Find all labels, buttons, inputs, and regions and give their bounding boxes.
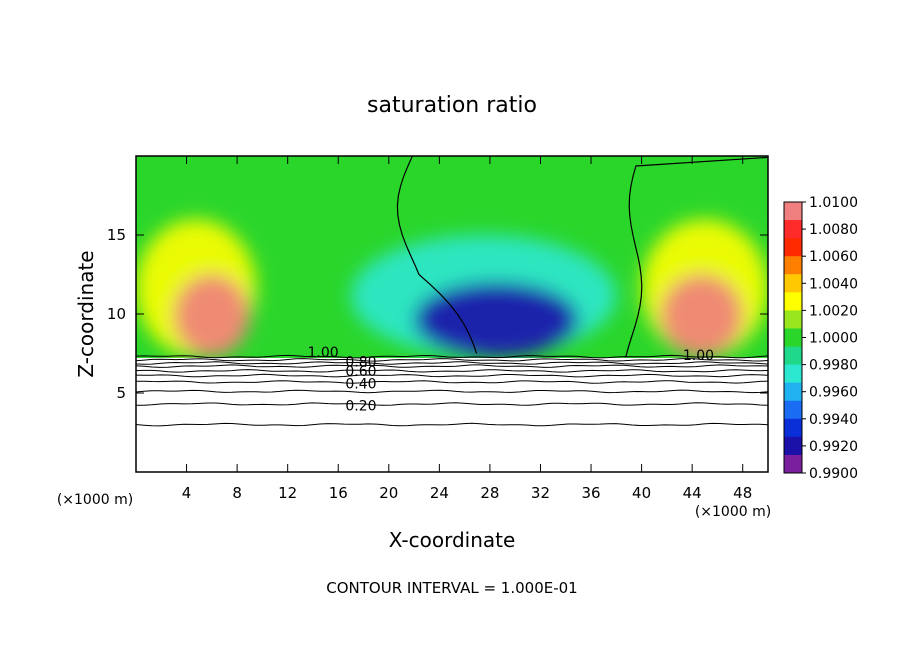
- colorbar-swatch-3: [784, 256, 802, 275]
- contour-line-1: [136, 402, 768, 406]
- y-tick-label-0: 5: [116, 384, 126, 402]
- x-tick-label-9: 40: [632, 484, 651, 502]
- colorbar-label-9: 0.9920: [809, 439, 858, 455]
- x-tick-label-0: 4: [182, 484, 192, 502]
- contour-label-5: 1.00: [683, 348, 714, 364]
- contour-labels: 1.00 0.800.600.40 0.20 1.00: [307, 345, 714, 415]
- field-region-3: [414, 282, 579, 357]
- contour-line-5: [136, 369, 768, 373]
- x-tick-label-11: 48: [733, 484, 752, 502]
- colorbar: 1.0100 1.0080 1.0060 1.0040 1.0020 1.0000 0.99…: [783, 195, 858, 482]
- colorbar-swatch-11: [784, 400, 802, 420]
- field-region-5: [660, 274, 743, 357]
- x-tick-label-7: 32: [531, 484, 550, 502]
- x-tick-label-10: 44: [683, 484, 702, 502]
- x-tick-label-4: 20: [379, 484, 398, 502]
- colorbar-swatch-0: [784, 202, 802, 221]
- x-axis-label: X-coordinate: [389, 528, 516, 552]
- colorbar-label-1: 1.0080: [809, 222, 858, 238]
- contour-label-0: 1.00: [307, 345, 338, 361]
- contour-label-1: 0.80: [345, 354, 376, 370]
- colorbar-swatch-13: [784, 436, 802, 456]
- colorbar-label-5: 1.0000: [809, 331, 858, 347]
- colorbar-label-0: 1.0100: [809, 195, 858, 211]
- contour-line-9: [136, 354, 768, 359]
- colorbar-label-8: 0.9940: [809, 412, 858, 428]
- x-unit-left: (×1000 m): [57, 492, 133, 508]
- x-tick-label-1: 8: [232, 484, 242, 502]
- contour-line-3: [136, 380, 768, 384]
- colorbar-swatch-7: [784, 328, 802, 348]
- saturation-field: [136, 219, 768, 357]
- x-tick-label-3: 16: [329, 484, 348, 502]
- x-tick-label-5: 24: [430, 484, 449, 502]
- y-tick-label-1: 10: [107, 305, 126, 323]
- contour-lines: [136, 156, 768, 427]
- plot-area: [136, 156, 768, 472]
- y-axis-label: Z-coordinate: [74, 250, 98, 377]
- colorbar-swatch-4: [784, 274, 802, 293]
- contour-interval-note: CONTOUR INTERVAL = 1.000E-01: [326, 579, 577, 597]
- colorbar-swatch-8: [784, 346, 802, 366]
- colorbar-swatch-12: [784, 418, 802, 438]
- contour-label-3: 0.40: [345, 377, 376, 393]
- x-tick-label-8: 36: [581, 484, 600, 502]
- contour-line-0: [136, 422, 768, 427]
- colorbar-label-3: 1.0040: [809, 276, 858, 292]
- x-tick-label-2: 12: [278, 484, 297, 502]
- x-tick-label-6: 28: [480, 484, 499, 502]
- colorbar-label-10: 0.9900: [809, 466, 858, 482]
- contour-label-4: 0.20: [345, 399, 376, 415]
- contour-line-cloud-edge-1: [625, 156, 768, 357]
- contour-line-8: [136, 357, 768, 362]
- contour-line-cloud-edge-0: [396, 156, 478, 354]
- colorbar-swatch-5: [784, 292, 802, 311]
- contour-line-6: [136, 364, 768, 368]
- below-cloud-region: [136, 358, 768, 472]
- contour-line-2: [136, 389, 768, 394]
- colorbar-swatch-1: [784, 220, 802, 239]
- colorbar-label-2: 1.0060: [809, 249, 858, 265]
- chart-title: saturation ratio: [367, 93, 537, 118]
- contour-label-2: 0.60: [345, 364, 376, 380]
- colorbar-swatch-10: [784, 382, 802, 402]
- colorbar-label-6: 0.9980: [809, 358, 858, 374]
- field-region-1: [173, 274, 250, 357]
- colorbar-swatch-14: [784, 454, 802, 474]
- colorbar-label-7: 0.9960: [809, 385, 858, 401]
- colorbar-swatch-2: [784, 238, 802, 257]
- colorbar-label-4: 1.0020: [809, 303, 858, 319]
- colorbar-swatch-9: [784, 364, 802, 384]
- y-tick-label-2: 15: [107, 226, 126, 244]
- contour-line-4: [136, 373, 768, 378]
- x-unit-right: (×1000 m): [695, 504, 771, 520]
- contour-line-7: [136, 361, 768, 365]
- colorbar-swatch-6: [784, 310, 802, 329]
